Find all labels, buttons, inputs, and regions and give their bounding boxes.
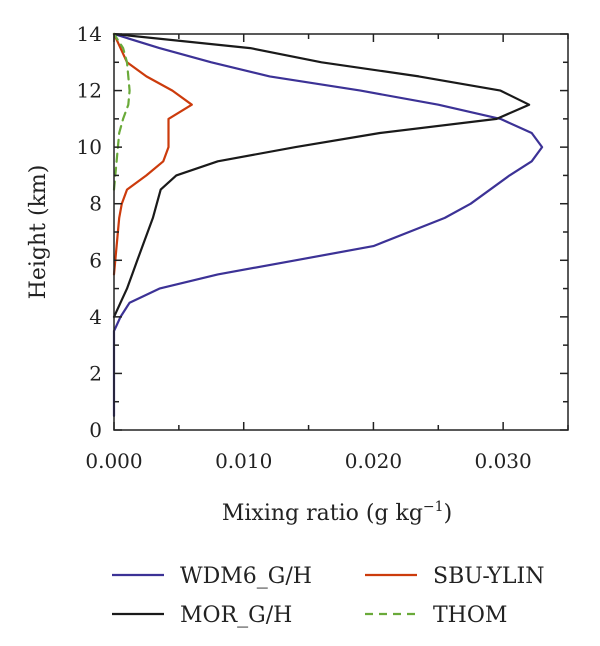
x-tick-label: 0.010 — [215, 449, 272, 473]
series-line-wdm6-g-h — [112, 32, 544, 417]
x-axis-title-end: ) — [444, 501, 453, 526]
x-tick-label: 0.020 — [345, 449, 402, 473]
axis-ticks: 0 2 4 6 8 10 12 14 0.000 0.010 0.020 0.030 — [77, 22, 569, 473]
y-axis-title: Height (km) — [26, 165, 51, 300]
series-line-thom — [112, 32, 131, 191]
series-line-mor-g-h — [112, 32, 531, 318]
x-axis-title: Mixing ratio (g kg−1) — [222, 499, 452, 526]
y-tick-label: 2 — [89, 361, 102, 385]
y-tick-label: 10 — [77, 135, 102, 159]
plot-frame — [113, 33, 569, 431]
series-line-sbu-ylin — [112, 32, 193, 276]
y-tick-label: 4 — [89, 305, 102, 329]
y-tick-label: 12 — [77, 79, 102, 103]
y-tick-label: 0 — [89, 418, 102, 442]
legend: WDM6_G/H MOR_G/H SBU-YLIN THOM — [112, 564, 544, 628]
legend-label-wdm6-g-h: WDM6_G/H — [180, 564, 312, 589]
legend-label-thom: THOM — [433, 603, 507, 628]
x-axis-title-superscript: −1 — [423, 499, 444, 515]
legend-label-mor-g-h: MOR_G/H — [180, 603, 292, 628]
y-tick-label: 14 — [77, 22, 102, 46]
legend-label-sbu-ylin: SBU-YLIN — [433, 564, 544, 589]
y-tick-label: 6 — [89, 248, 102, 272]
y-tick-label: 8 — [89, 192, 102, 216]
x-tick-label: 0.030 — [475, 449, 532, 473]
x-tick-label: 0.000 — [85, 449, 142, 473]
x-axis-title-main: Mixing ratio (g kg — [222, 501, 423, 526]
plot-lines — [112, 32, 544, 417]
